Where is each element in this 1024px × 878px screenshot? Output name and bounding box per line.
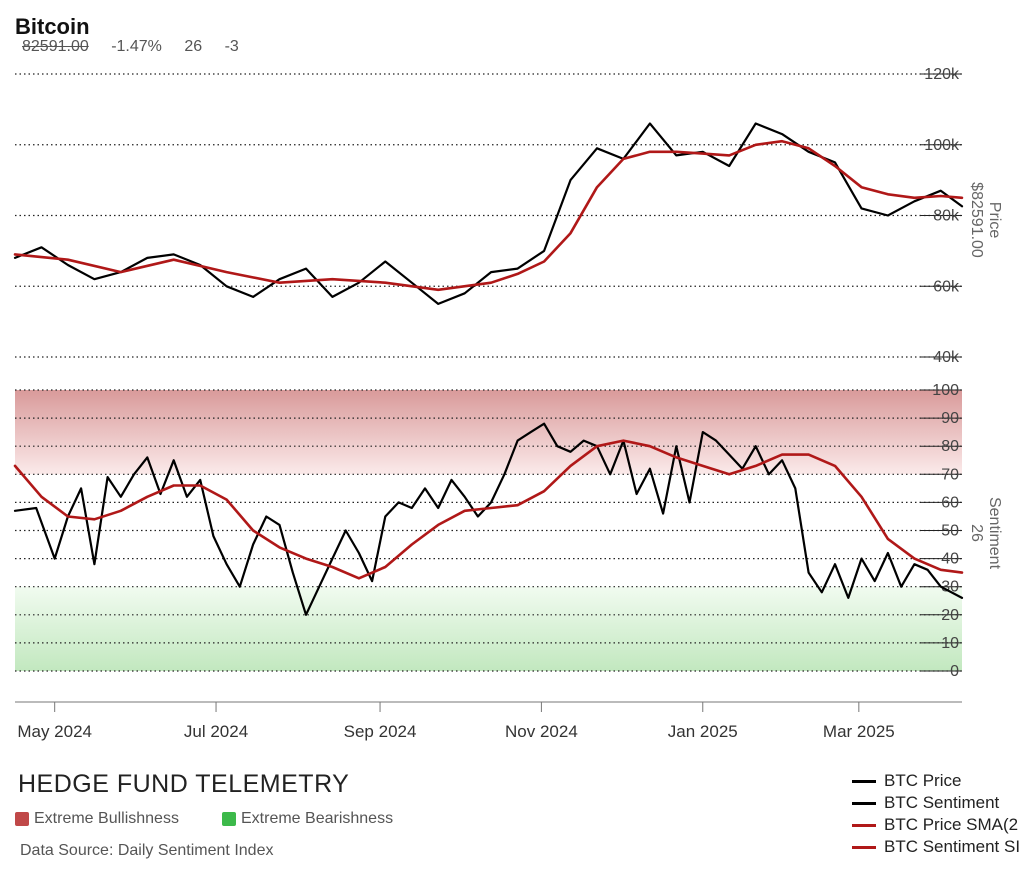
price-tick-label: 80k xyxy=(933,208,960,225)
sentiment-tick-label: 0 xyxy=(950,663,959,680)
sentiment-tick-label: 70 xyxy=(941,466,959,483)
price-tick-label: 60k xyxy=(933,278,960,295)
price-line xyxy=(13,122,964,305)
bull-swatch xyxy=(15,812,29,826)
sentiment-tick-label: 20 xyxy=(941,607,959,624)
sentiment-tick-label: 90 xyxy=(941,410,959,427)
legend-item: BTC Price SMA(2 xyxy=(852,814,1024,836)
legend-item: BTC Sentiment xyxy=(852,792,1024,814)
x-tick-label: Jan 2025 xyxy=(668,722,738,741)
current-price: 82591.00 xyxy=(22,38,89,55)
legend-swatch xyxy=(852,779,876,783)
sentiment-tick-label: 60 xyxy=(941,494,959,511)
legend-swatch xyxy=(852,823,876,827)
sentiment-axis-title: Sentiment xyxy=(986,496,1003,570)
header-stats: 82591.00 -1.47% 26 -3 xyxy=(22,38,257,56)
price-change: -1.47% xyxy=(111,38,162,55)
chart-title: Bitcoin xyxy=(15,14,90,39)
sentiment-tick-label: 100 xyxy=(932,382,959,399)
price-axis-label: Price $82591.00 xyxy=(967,170,1003,270)
sentiment-tick-label: 30 xyxy=(941,579,959,596)
legend-label: BTC Sentiment xyxy=(884,793,1000,812)
sentiment-tick-label: 50 xyxy=(941,523,959,540)
legend-swatch xyxy=(852,801,876,805)
x-tick-label: Jul 2024 xyxy=(184,722,248,741)
bull-key: Extreme Bullishness xyxy=(15,810,179,828)
price-sma-line xyxy=(13,139,964,292)
sentiment-sma-line xyxy=(13,439,964,580)
x-tick-label: Mar 2025 xyxy=(823,722,895,741)
legend-label: BTC Price SMA(2 xyxy=(884,815,1019,834)
price-tick-label: 40k xyxy=(933,349,960,366)
sentiment-tick-label: 40 xyxy=(941,551,959,568)
bear-key-label: Extreme Bearishness xyxy=(241,810,394,827)
sentiment-tick-label: 10 xyxy=(941,635,959,652)
price-axis-title: Price xyxy=(986,201,1003,239)
price-tick-label: 120k xyxy=(924,66,960,83)
current-sentiment: 26 xyxy=(184,38,203,55)
legend-item: BTC Price xyxy=(852,770,1024,792)
chart-legend: BTC Price BTC Sentiment BTC Price SMA(2 … xyxy=(852,770,1024,858)
x-tick-label: Nov 2024 xyxy=(505,722,578,741)
price-axis-value: $82591.00 xyxy=(968,182,985,258)
brand-name: HEDGE FUND TELEMETRY xyxy=(18,770,350,798)
sentiment-axis-label: Sentiment 26 xyxy=(967,488,1003,578)
sentiment-axis-value: 26 xyxy=(968,524,985,542)
bull-key-label: Extreme Bullishness xyxy=(34,810,179,827)
bear-key: Extreme Bearishness xyxy=(222,810,393,828)
bearish-zone xyxy=(15,586,962,671)
sentiment-change: -3 xyxy=(224,38,239,55)
price-tick-label: 100k xyxy=(924,137,960,154)
bullish-zone xyxy=(15,390,962,475)
legend-item: BTC Sentiment SI xyxy=(852,836,1024,858)
legend-label: BTC Sentiment SI xyxy=(884,837,1021,856)
legend-label: BTC Price xyxy=(884,771,962,790)
bear-swatch xyxy=(222,812,236,826)
sentiment-tick-label: 80 xyxy=(941,438,959,455)
x-tick-label: May 2024 xyxy=(17,722,92,741)
legend-swatch xyxy=(852,845,876,849)
x-tick-label: Sep 2024 xyxy=(344,722,417,741)
data-source: Data Source: Daily Sentiment Index xyxy=(20,842,274,859)
